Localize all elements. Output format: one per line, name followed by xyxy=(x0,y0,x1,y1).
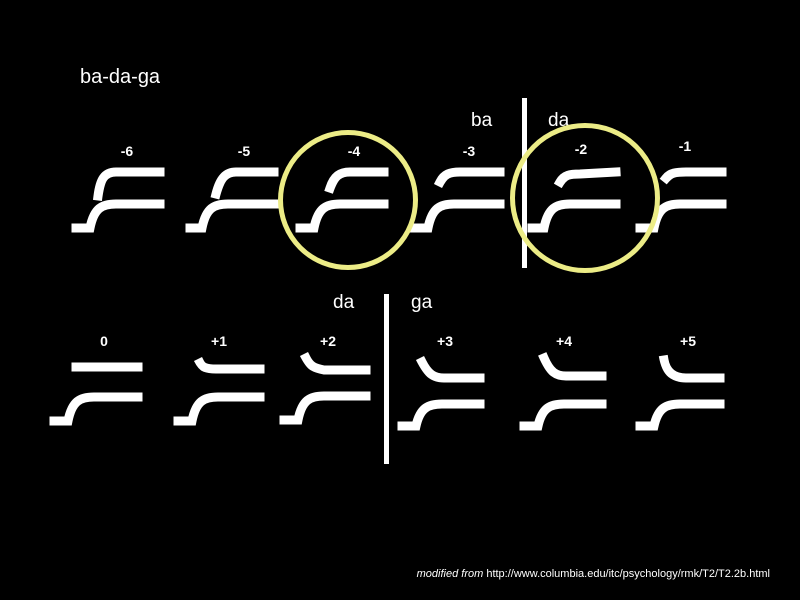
stimulus-number-p5: +5 xyxy=(680,333,696,349)
formant-pattern-p2 xyxy=(279,351,371,425)
row2-category-boundary-line xyxy=(384,294,389,464)
formant-pattern-m6 xyxy=(71,167,165,233)
stimulus-number-m5: -5 xyxy=(237,143,251,159)
stimulus-number-m1: -1 xyxy=(678,138,692,154)
formant-pattern-p3 xyxy=(397,355,485,431)
stimulus-number-0: 0 xyxy=(100,333,108,349)
formant-pattern-0 xyxy=(49,362,143,426)
formant-pattern-m1 xyxy=(635,167,727,233)
source-url-link[interactable]: http://www.columbia.edu/itc/psychology/r… xyxy=(486,568,770,580)
source-credit-prefix: modified from xyxy=(416,568,484,580)
source-credit: modified from http://www.columbia.edu/it… xyxy=(417,568,770,580)
formant-pattern-p4 xyxy=(519,352,607,431)
stimulus-number-p1: +1 xyxy=(211,333,227,349)
stimulus-number-p2: +2 xyxy=(320,333,336,349)
stimulus-number-p4: +4 xyxy=(556,333,572,349)
slide-title: ba-da-ga xyxy=(80,66,161,88)
row2-left-category-label: da xyxy=(333,292,355,313)
highlight-circle-m2 xyxy=(510,123,660,273)
row2-right-category-label: ga xyxy=(411,292,433,313)
formant-pattern-m5 xyxy=(185,167,279,233)
stimulus-number-p3: +3 xyxy=(437,333,453,349)
stimulus-number-m6: -6 xyxy=(120,143,134,159)
formant-pattern-m3 xyxy=(409,167,505,233)
formant-pattern-p5 xyxy=(635,354,725,431)
row1-left-category-label: ba xyxy=(471,110,493,131)
highlight-circle-m4 xyxy=(278,130,418,270)
formant-pattern-p1 xyxy=(173,356,265,426)
stimulus-number-m3: -3 xyxy=(462,143,476,159)
